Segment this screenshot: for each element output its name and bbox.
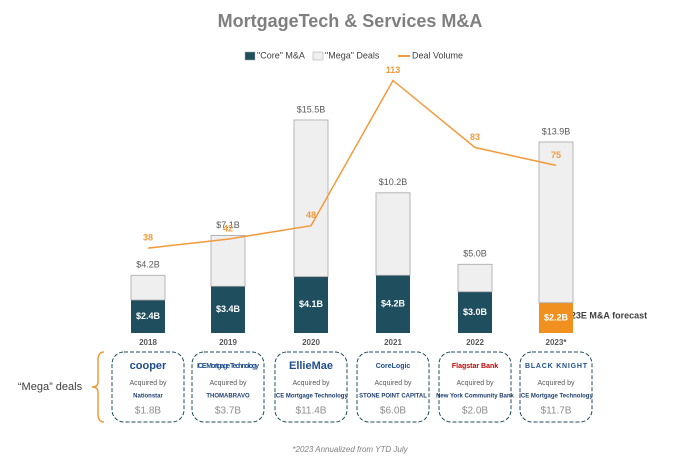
annotation: 2023E M&A forecast bbox=[561, 310, 647, 320]
core-label: $2.4B bbox=[136, 311, 161, 321]
mega-label: “Mega” deals bbox=[18, 381, 83, 393]
deal-box bbox=[438, 351, 512, 423]
core-label: $4.2B bbox=[381, 299, 406, 309]
bar-core bbox=[131, 300, 165, 333]
line-label: 75 bbox=[551, 150, 561, 160]
bar-mega bbox=[457, 263, 493, 293]
x-tick-label: 2021 bbox=[384, 338, 402, 347]
footnote: *2023 Annualized from YTD July bbox=[292, 445, 408, 454]
bar-core bbox=[211, 286, 245, 333]
deal-box bbox=[191, 351, 265, 423]
deal-acquirer: THOMABRAVO bbox=[206, 394, 250, 400]
deal-target: CoreLogic bbox=[376, 363, 411, 370]
deal-acquired: Acquired by bbox=[210, 380, 247, 387]
mega-value: $3.7B bbox=[215, 406, 241, 417]
deal-acquirer: New York Community Bank bbox=[436, 394, 514, 400]
line-label: 48 bbox=[306, 210, 316, 220]
bar-core bbox=[294, 276, 328, 333]
total-label: $4.2B bbox=[136, 260, 160, 270]
core-label: $3.4B bbox=[216, 304, 241, 314]
legend-swatch bbox=[244, 51, 256, 61]
line-label: 38 bbox=[143, 232, 153, 242]
x-tick-label: 2022 bbox=[466, 338, 484, 347]
mega-value: $11.4B bbox=[296, 406, 327, 417]
line-label: 83 bbox=[470, 132, 480, 142]
deal-acquirer: Nationstar bbox=[133, 394, 163, 400]
mega-value: $6.0B bbox=[380, 406, 406, 417]
legend-label: "Core" M&A bbox=[257, 50, 305, 60]
total-label: $5.0B bbox=[463, 249, 487, 259]
total-label: $10.2B bbox=[379, 177, 408, 187]
deal-acquired: Acquired by bbox=[293, 380, 330, 387]
bar-core bbox=[376, 275, 410, 333]
core-label: $4.1B bbox=[299, 299, 324, 309]
line-label: 113 bbox=[386, 65, 401, 75]
deal-acquired: Acquired by bbox=[375, 380, 412, 387]
deal-box bbox=[356, 351, 430, 423]
deal-target: EllieMae bbox=[289, 360, 333, 372]
bar-mega bbox=[210, 235, 246, 287]
legend-label: "Mega" Deals bbox=[325, 50, 380, 60]
legend-swatch bbox=[312, 51, 324, 61]
x-tick-label: 2018 bbox=[139, 338, 157, 347]
x-tick-label: 2023* bbox=[546, 338, 568, 347]
x-tick-label: 2020 bbox=[302, 338, 320, 347]
deal-box bbox=[111, 351, 185, 423]
bar-core bbox=[458, 291, 492, 333]
deal-acquired: Acquired by bbox=[457, 380, 494, 387]
bar-mega bbox=[538, 141, 574, 304]
mega-value: $11.7B bbox=[541, 406, 572, 417]
deal-acquirer: ICE Mortgage Technology bbox=[274, 394, 348, 400]
total-label: $15.5B bbox=[297, 104, 326, 114]
mega-value: $2.0B bbox=[462, 406, 488, 417]
deal-acquirer: STONE POINT CAPITAL bbox=[359, 394, 427, 400]
bar-mega bbox=[375, 192, 411, 276]
deal-acquirer: ICE Mortgage Technology bbox=[519, 394, 593, 400]
total-label: $13.9B bbox=[542, 126, 571, 136]
line-deal-volume bbox=[147, 79, 557, 249]
bar-core bbox=[539, 302, 573, 333]
bar-mega bbox=[293, 119, 329, 278]
deal-box bbox=[274, 351, 348, 423]
deal-target: Flagstar Bank bbox=[452, 363, 498, 370]
deal-acquired: Acquired by bbox=[130, 380, 167, 387]
legend-label: Deal Volume bbox=[412, 50, 463, 60]
deal-target: BLACK KNIGHT bbox=[525, 363, 588, 370]
total-label: $7.1B bbox=[216, 220, 240, 230]
mega-value: $1.8B bbox=[135, 406, 161, 417]
deal-acquired: Acquired by bbox=[538, 380, 575, 387]
bracket bbox=[91, 351, 105, 423]
chart-title: MortgageTech & Services M&A bbox=[218, 11, 483, 31]
x-tick-label: 2019 bbox=[219, 338, 237, 347]
core-label: $2.2B bbox=[544, 312, 569, 322]
core-label: $3.0B bbox=[463, 307, 488, 317]
bar-mega bbox=[130, 274, 166, 301]
deal-box bbox=[519, 351, 593, 423]
deal-target: ICE Mortgage Technology bbox=[197, 363, 259, 370]
deal-target: cooper bbox=[130, 360, 167, 372]
line-label: 42 bbox=[223, 224, 233, 234]
